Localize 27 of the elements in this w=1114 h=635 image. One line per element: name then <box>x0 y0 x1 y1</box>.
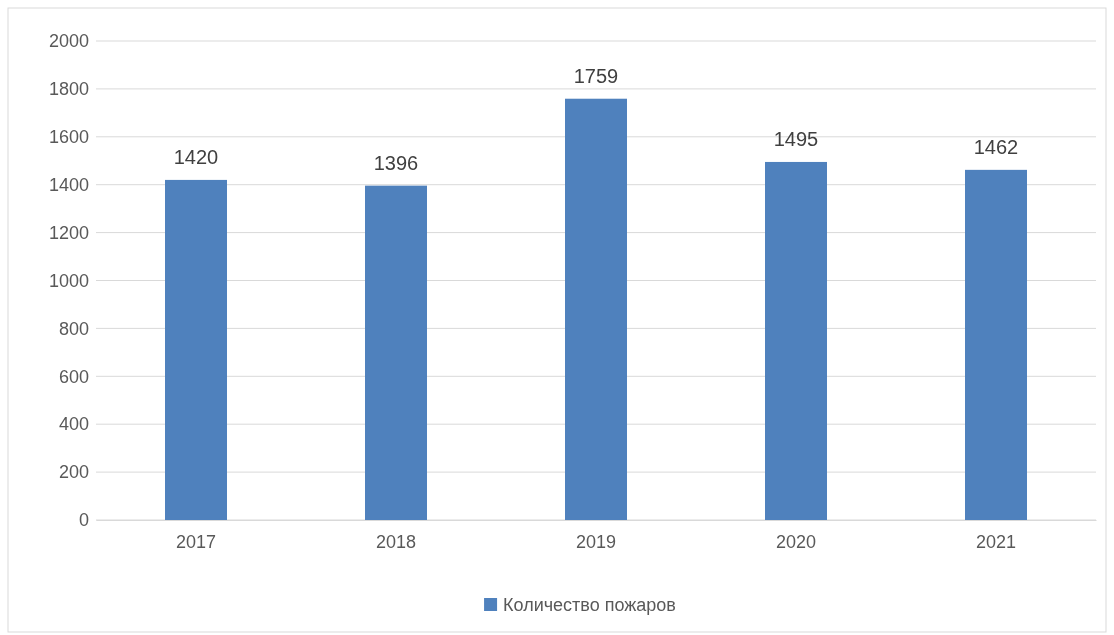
bar <box>565 98 627 520</box>
bar <box>165 179 227 520</box>
x-tick-label: 2021 <box>975 532 1017 553</box>
x-tick-label: 2019 <box>575 532 617 553</box>
bar <box>965 169 1027 520</box>
bar <box>765 161 827 520</box>
y-tick-label: 400 <box>58 414 89 435</box>
x-tick-label: 2017 <box>175 532 217 553</box>
x-tick-label: 2018 <box>375 532 417 553</box>
legend-label: Количество пожаров <box>503 595 676 616</box>
y-tick-label: 1400 <box>48 174 89 195</box>
data-label: 1420 <box>173 145 219 168</box>
y-tick-label: 1200 <box>48 222 89 243</box>
data-label: 1759 <box>573 64 619 87</box>
y-tick-label: 200 <box>58 462 89 483</box>
y-tick-label: 600 <box>58 366 89 387</box>
y-tick-label: 0 <box>78 510 89 531</box>
data-label: 1462 <box>973 135 1019 158</box>
data-label: 1396 <box>373 151 419 174</box>
y-tick-label: 1000 <box>48 270 89 291</box>
x-tick-label: 2020 <box>775 532 817 553</box>
y-tick-label: 2000 <box>48 31 89 52</box>
bar <box>365 185 427 520</box>
data-label: 1495 <box>773 127 819 150</box>
y-tick-label: 1600 <box>48 127 89 148</box>
y-tick-label: 800 <box>58 318 89 339</box>
y-tick-label: 1800 <box>48 79 89 100</box>
